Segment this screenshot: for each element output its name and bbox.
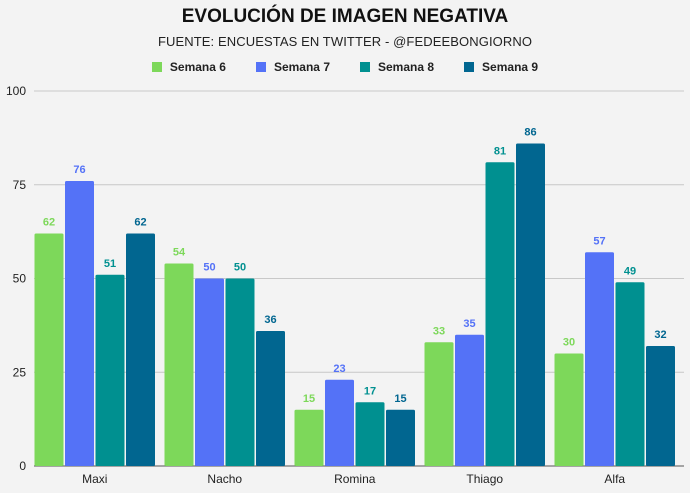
bar-thiago-semana-6 — [424, 342, 454, 466]
legend-item-semana-9: Semana 9 — [464, 60, 538, 74]
data-label: 86 — [524, 127, 536, 139]
bar-maxi-semana-9 — [126, 233, 155, 466]
legend-swatch — [255, 62, 266, 72]
bar-nacho-semana-7 — [195, 278, 224, 466]
category-label-alfa: Alfa — [604, 472, 625, 486]
category-label-nacho: Nacho — [207, 472, 242, 486]
data-label: 36 — [264, 314, 276, 326]
data-label: 62 — [134, 217, 146, 229]
y-tick-label: 100 — [6, 84, 26, 98]
bar-alfa-semana-7 — [585, 252, 614, 466]
legend-label: Semana 6 — [169, 60, 226, 74]
data-label: 23 — [333, 363, 345, 375]
legend-item-semana-8: Semana 8 — [360, 60, 434, 74]
bar-romina-semana-8 — [355, 402, 385, 466]
legend-swatch — [360, 62, 370, 72]
category-label-thiago: Thiago — [466, 472, 503, 486]
legend-swatch — [151, 62, 162, 72]
data-label: 17 — [364, 385, 376, 397]
data-label: 49 — [624, 265, 636, 277]
y-tick-label: 25 — [13, 365, 27, 379]
bar-maxi-semana-6 — [34, 233, 64, 466]
data-label: 33 — [433, 325, 445, 337]
category-label-maxi: Maxi — [82, 472, 107, 486]
data-label: 76 — [73, 164, 85, 176]
data-label: 51 — [104, 258, 116, 270]
legend-label: Semana 8 — [378, 60, 435, 74]
data-label: 32 — [654, 329, 666, 341]
bar-nacho-semana-9 — [256, 331, 285, 466]
data-label: 50 — [234, 262, 246, 274]
data-label: 54 — [173, 247, 186, 259]
legend-item-semana-7: Semana 7 — [255, 60, 330, 74]
bar-thiago-semana-8 — [485, 162, 515, 466]
data-label: 50 — [203, 262, 215, 274]
legend-label: Semana 7 — [273, 60, 330, 74]
y-tick-label: 50 — [13, 272, 27, 286]
legend: Semana 6 Semana 7 Semana 8 Semana 9 — [0, 60, 690, 74]
legend-label: Semana 9 — [482, 60, 539, 74]
category-label-romina: Romina — [334, 472, 376, 486]
bar-romina-semana-6 — [294, 409, 324, 466]
bar-nacho-semana-6 — [164, 263, 194, 466]
bar-alfa-semana-8 — [615, 282, 645, 466]
bar-maxi-semana-8 — [95, 274, 125, 466]
data-label: 30 — [563, 337, 575, 349]
data-label: 15 — [303, 393, 315, 405]
bar-romina-semana-9 — [386, 409, 415, 466]
data-label: 35 — [463, 318, 475, 330]
chart-title: EVOLUCIÓN DE IMAGEN NEGATIVA — [181, 6, 509, 27]
bar-romina-semana-7 — [325, 379, 354, 466]
data-label: 15 — [394, 393, 406, 405]
y-tick-label: 75 — [13, 178, 27, 192]
data-label: 57 — [593, 235, 605, 247]
y-tick-label: 0 — [19, 459, 26, 473]
chart-subtitle: FUENTE: ENCUESTAS EN TWITTER - @FEDEEBON… — [157, 34, 533, 49]
bar-thiago-semana-9 — [516, 143, 545, 466]
bar-maxi-semana-7 — [65, 181, 94, 466]
data-label: 81 — [494, 145, 506, 157]
bar-alfa-semana-9 — [646, 346, 675, 466]
bar-nacho-semana-8 — [225, 278, 255, 466]
legend-swatch — [464, 62, 475, 72]
bar-alfa-semana-6 — [554, 353, 584, 466]
legend-item-semana-6: Semana 6 — [151, 60, 226, 74]
data-label: 62 — [43, 217, 55, 229]
bar-thiago-semana-7 — [455, 334, 484, 466]
